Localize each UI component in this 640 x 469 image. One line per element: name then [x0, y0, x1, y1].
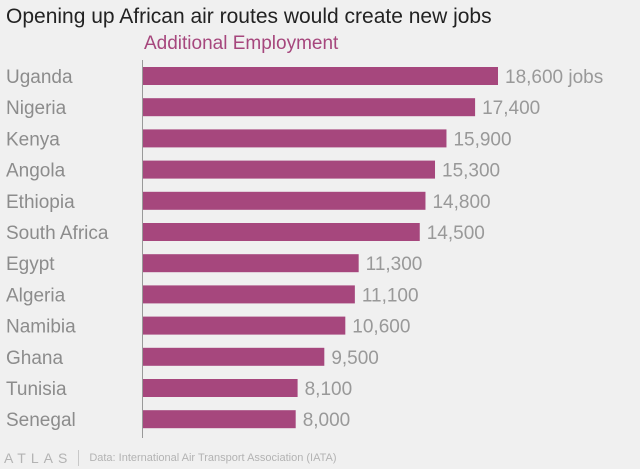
bar[interactable] [143, 410, 296, 429]
bar[interactable] [143, 316, 346, 335]
value-label: 8,100 [305, 379, 353, 400]
category-label: Nigeria [6, 98, 67, 119]
category-label: Namibia [6, 317, 76, 338]
bars-group: Uganda 18,600 jobs Nigeria 17,400 Kenya 15,90… [6, 67, 603, 431]
footer: ATLAS Data: International Air Transport … [4, 448, 337, 468]
category-label: Angola [6, 161, 66, 182]
value-label: 10,600 [352, 317, 410, 338]
bar[interactable] [143, 379, 298, 397]
value-label: 8,000 [303, 410, 351, 431]
bar[interactable] [143, 67, 498, 85]
category-label: South Africa [6, 223, 109, 244]
atlas-logo[interactable]: ATLAS [4, 450, 73, 466]
category-label: Uganda [6, 67, 73, 88]
footer-divider [78, 450, 80, 466]
bar[interactable] [143, 98, 476, 117]
bar[interactable] [143, 285, 355, 304]
bar[interactable] [143, 191, 426, 210]
value-label: 15,900 [453, 129, 511, 150]
bar[interactable] [143, 129, 447, 148]
category-label: Tunisia [6, 379, 67, 400]
value-label: 14,500 [427, 223, 485, 244]
bar[interactable] [143, 223, 420, 241]
value-label: 17,400 [482, 98, 540, 119]
category-label: Senegal [6, 410, 76, 431]
value-label: 18,600 jobs [505, 67, 603, 88]
chart-title: Opening up African air routes would crea… [6, 5, 492, 28]
bar[interactable] [143, 347, 325, 366]
value-label: 11,300 [366, 254, 423, 275]
value-label: 11,100 [362, 285, 419, 306]
series-label: Additional Employment [144, 33, 339, 54]
category-label: Kenya [6, 129, 60, 150]
value-label: 14,800 [432, 192, 490, 213]
category-label: Algeria [6, 285, 66, 306]
category-label: Ghana [6, 348, 63, 369]
bar[interactable] [143, 254, 359, 273]
value-label: 9,500 [331, 348, 379, 369]
value-label: 15,300 [442, 161, 500, 182]
category-label: Ethiopia [6, 192, 75, 213]
bar[interactable] [143, 160, 436, 179]
category-label: Egypt [6, 254, 55, 275]
source-note: Data: International Air Transport Associ… [89, 452, 337, 464]
